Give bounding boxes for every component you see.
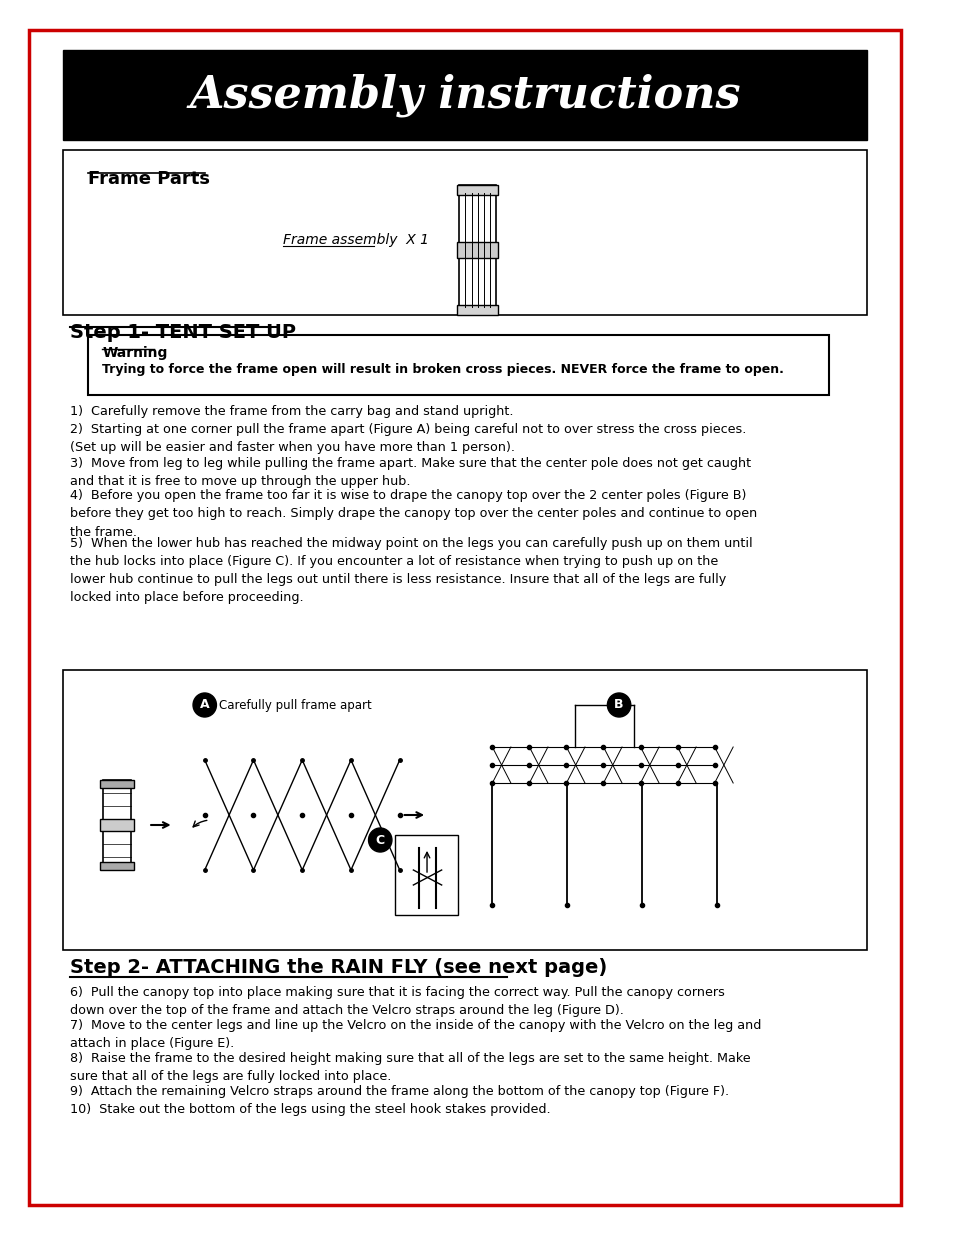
Bar xyxy=(456,305,497,315)
Text: C: C xyxy=(375,834,384,846)
Text: Trying to force the frame open will result in broken cross pieces. NEVER force t: Trying to force the frame open will resu… xyxy=(102,363,783,375)
Text: 6)  Pull the canopy top into place making sure that it is facing the correct way: 6) Pull the canopy top into place making… xyxy=(71,986,724,1016)
FancyBboxPatch shape xyxy=(63,671,866,950)
Text: 5)  When the lower hub has reached the midway point on the legs you can carefull: 5) When the lower hub has reached the mi… xyxy=(71,537,752,604)
Bar xyxy=(63,49,866,140)
Text: 4)  Before you open the frame too far it is wise to drape the canopy top over th: 4) Before you open the frame too far it … xyxy=(71,489,757,538)
Text: Carefully pull frame apart: Carefully pull frame apart xyxy=(219,699,372,711)
Text: 8)  Raise the frame to the desired height making sure that all of the legs are s: 8) Raise the frame to the desired height… xyxy=(71,1052,750,1083)
FancyBboxPatch shape xyxy=(88,335,828,395)
Text: Step 1- TENT SET UP: Step 1- TENT SET UP xyxy=(71,324,295,342)
Text: 10)  Stake out the bottom of the legs using the steel hook stakes provided.: 10) Stake out the bottom of the legs usi… xyxy=(71,1104,550,1116)
Text: 9)  Attach the remaining Velcro straps around the frame along the bottom of the : 9) Attach the remaining Velcro straps ar… xyxy=(71,1086,728,1098)
Circle shape xyxy=(607,693,630,718)
Text: Warning: Warning xyxy=(102,346,168,359)
Bar xyxy=(456,242,497,258)
Text: A: A xyxy=(200,699,210,711)
Bar xyxy=(456,185,497,195)
Text: 1)  Carefully remove the frame from the carry bag and stand upright.: 1) Carefully remove the frame from the c… xyxy=(71,405,513,417)
Circle shape xyxy=(193,693,216,718)
Text: 3)  Move from leg to leg while pulling the frame apart. Make sure that the cente: 3) Move from leg to leg while pulling th… xyxy=(71,457,751,488)
Bar xyxy=(100,862,133,869)
FancyBboxPatch shape xyxy=(395,835,457,915)
Text: 7)  Move to the center legs and line up the Velcro on the inside of the canopy w: 7) Move to the center legs and line up t… xyxy=(71,1019,760,1050)
FancyBboxPatch shape xyxy=(30,30,900,1205)
Text: Assembly instructions: Assembly instructions xyxy=(189,73,740,117)
Bar xyxy=(100,819,133,831)
Bar xyxy=(103,781,131,869)
Text: Step 2- ATTACHING the RAIN FLY (see next page): Step 2- ATTACHING the RAIN FLY (see next… xyxy=(71,958,607,977)
Bar xyxy=(458,185,496,315)
Circle shape xyxy=(368,827,392,852)
Text: 2)  Starting at one corner pull the frame apart (Figure A) being careful not to : 2) Starting at one corner pull the frame… xyxy=(71,424,746,454)
Bar xyxy=(100,781,133,788)
Text: Frame Parts: Frame Parts xyxy=(88,170,210,188)
Text: Frame assembly  X 1: Frame assembly X 1 xyxy=(282,233,428,247)
FancyBboxPatch shape xyxy=(63,149,866,315)
Text: B: B xyxy=(614,699,623,711)
